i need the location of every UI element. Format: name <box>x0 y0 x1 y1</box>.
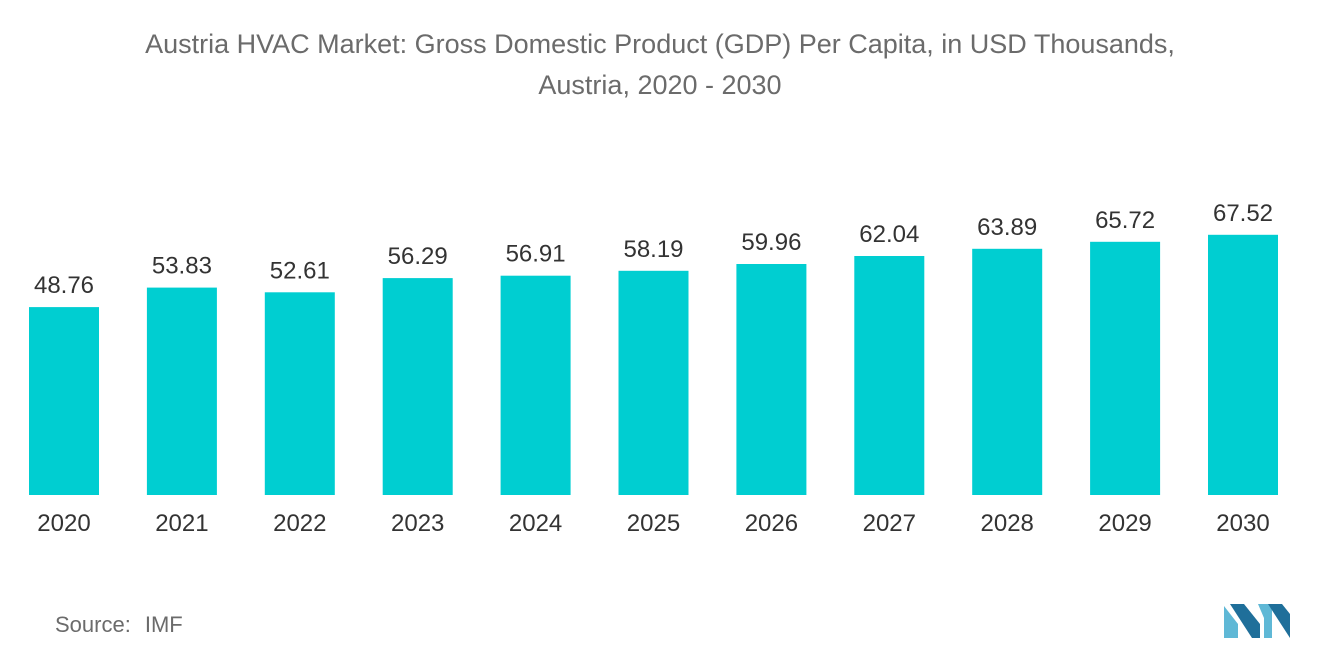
bar-2025 <box>618 270 689 495</box>
bar-2030 <box>1208 234 1278 496</box>
x-tick-label-2024: 2024 <box>509 510 562 537</box>
chart-title-line-1: Austria HVAC Market: Gross Domestic Prod… <box>145 29 1175 59</box>
bar-2029 <box>1090 241 1161 495</box>
x-tick-label-2023: 2023 <box>391 510 444 537</box>
source-label: Source: <box>55 612 131 637</box>
bar-2028 <box>972 248 1043 495</box>
source-note: Source: IMF <box>55 612 183 638</box>
x-tick-label-2028: 2028 <box>981 510 1034 537</box>
bar-chart: 48.76 2020 53.83 2021 52.61 2022 56.29 2023 56.9… <box>29 200 1278 537</box>
x-tick-label-2025: 2025 <box>627 510 680 537</box>
bar-2026 <box>736 264 807 495</box>
data-label-2028: 63.89 <box>977 214 1037 241</box>
x-tick-label-2029: 2029 <box>1098 510 1151 537</box>
mordor-intelligence-logo-icon <box>1224 604 1290 638</box>
x-tick-label-2027: 2027 <box>863 510 916 537</box>
bar-2027 <box>854 256 925 495</box>
x-tick-label-2020: 2020 <box>37 510 90 537</box>
source-value: IMF <box>144 612 183 637</box>
data-label-2022: 52.61 <box>270 257 330 284</box>
data-label-2020: 48.76 <box>34 272 94 299</box>
chart-title-line-2: Austria, 2020 - 2030 <box>538 70 782 100</box>
bar-2022 <box>264 292 335 495</box>
data-label-2025: 58.19 <box>623 236 683 263</box>
bar-2024 <box>500 275 571 495</box>
data-label-2023: 56.29 <box>388 243 448 270</box>
x-tick-label-2022: 2022 <box>273 510 326 537</box>
bar-2021 <box>146 287 217 495</box>
data-label-2030: 67.52 <box>1213 200 1273 227</box>
data-label-2021: 53.83 <box>152 253 212 280</box>
data-label-2024: 56.91 <box>506 241 566 268</box>
data-label-2029: 65.72 <box>1095 207 1155 234</box>
bar-2020 <box>29 307 99 495</box>
chart-title: Austria HVAC Market: Gross Domestic Prod… <box>0 24 1320 106</box>
x-tick-label-2026: 2026 <box>745 510 798 537</box>
data-label-2026: 59.96 <box>741 229 801 256</box>
data-label-2027: 62.04 <box>859 221 919 248</box>
x-tick-label-2030: 2030 <box>1216 510 1269 537</box>
bar-2023 <box>382 278 453 495</box>
x-tick-label-2021: 2021 <box>155 510 208 537</box>
